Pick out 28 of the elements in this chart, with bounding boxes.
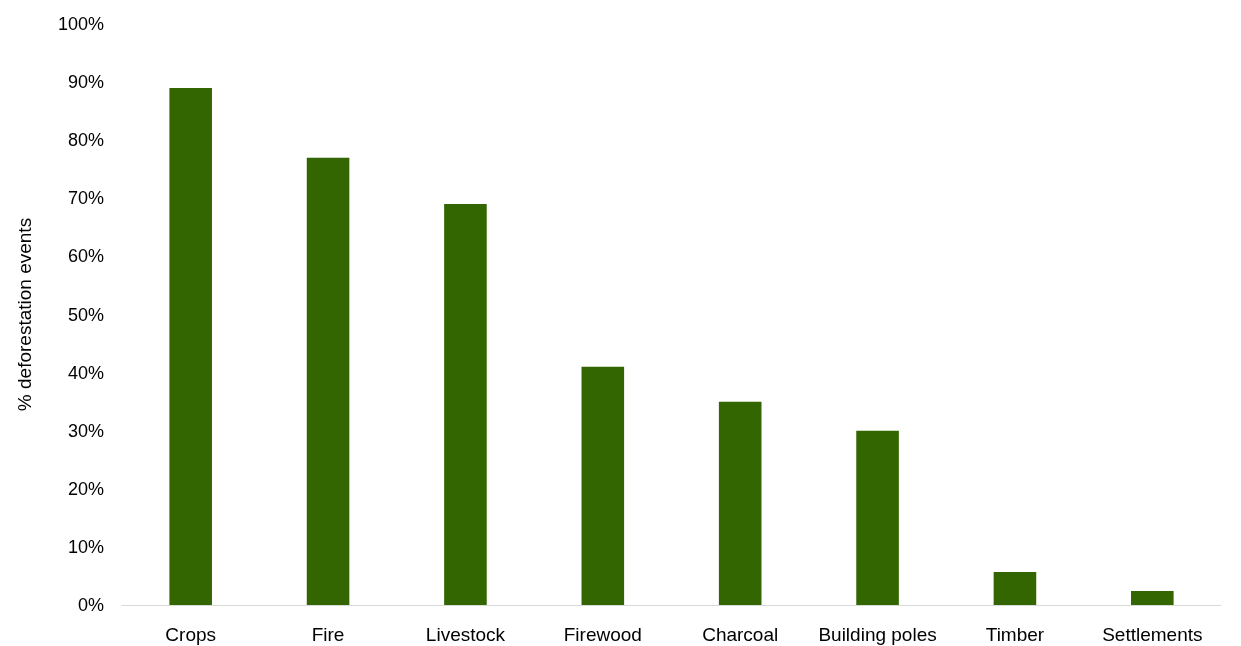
x-tick-label: Fire bbox=[311, 624, 345, 645]
y-axis-title: % deforestation events bbox=[14, 217, 35, 412]
y-tick-label: 90% bbox=[67, 72, 104, 93]
y-tick-label: 0% bbox=[77, 595, 104, 615]
x-tick-label: Building poles bbox=[818, 624, 937, 645]
y-tick-label: 20% bbox=[67, 478, 104, 499]
x-tick-label: Timber bbox=[985, 624, 1045, 645]
y-tick-label: 100% bbox=[57, 14, 104, 34]
bar bbox=[1131, 591, 1174, 605]
bar bbox=[718, 401, 762, 605]
x-tick-label: Settlements bbox=[1102, 624, 1203, 645]
x-tick-label: Livestock bbox=[425, 624, 506, 645]
bar bbox=[306, 157, 350, 605]
y-tick-label: 30% bbox=[67, 420, 104, 441]
y-tick-label: 40% bbox=[67, 362, 104, 383]
x-tick-label: Firewood bbox=[563, 624, 642, 645]
y-tick-label: 80% bbox=[67, 130, 104, 151]
x-tick-label: Crops bbox=[165, 624, 217, 645]
bar bbox=[169, 87, 212, 605]
y-tick-label: 50% bbox=[67, 304, 104, 325]
y-tick-label: 70% bbox=[67, 188, 104, 209]
bar bbox=[993, 571, 1037, 605]
bar bbox=[856, 430, 899, 605]
y-tick-label: 10% bbox=[67, 536, 104, 557]
bar bbox=[444, 204, 487, 605]
bar bbox=[581, 366, 625, 605]
x-tick-label: Charcoal bbox=[702, 624, 779, 645]
y-tick-label: 60% bbox=[67, 246, 104, 267]
